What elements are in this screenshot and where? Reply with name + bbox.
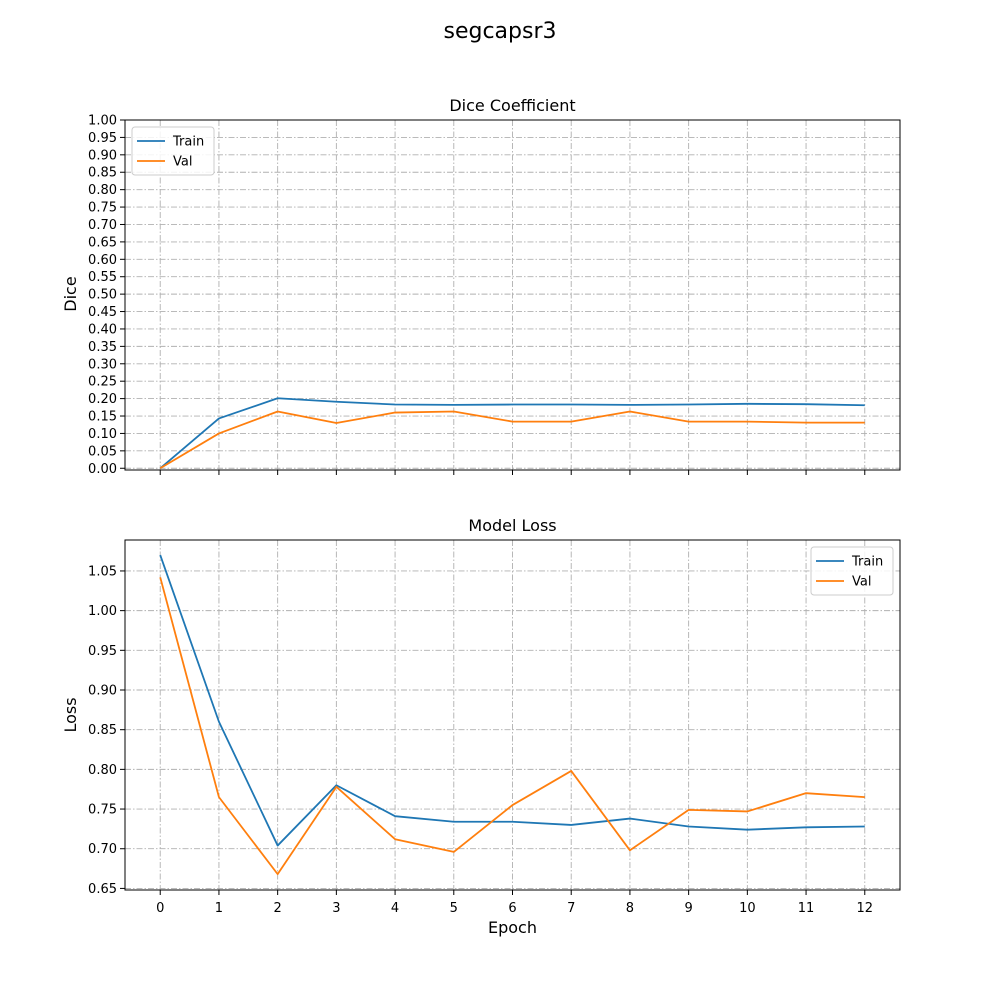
loss-axes: 0 1 2 3 4 5 6 7 8 9 10 11 120.650.700.750.800.850.90… xyxy=(88,539,901,916)
dice-y-tick-label: 0.85 xyxy=(88,166,117,181)
dice-legend-label-train: Train xyxy=(172,135,204,150)
loss-legend-label-train: Train xyxy=(851,555,883,570)
dice-y-tick-label: 0.80 xyxy=(88,183,117,198)
loss-y-tick-label: 0.85 xyxy=(88,723,117,738)
dice-series xyxy=(159,397,865,470)
dice-y-tick-label: 0.70 xyxy=(88,218,117,233)
loss-legend-box xyxy=(810,546,894,596)
loss-y-tick-label: 0.65 xyxy=(88,882,117,897)
dice-y-tick-label: 0.15 xyxy=(88,410,117,425)
loss-y-tick-label: 1.05 xyxy=(88,564,117,579)
dice-y-tick-label: 0.65 xyxy=(88,235,117,250)
dice-chart-title: Dice Coefficient xyxy=(449,96,575,115)
dice-y-tick-label: 1.00 xyxy=(88,114,117,129)
loss-series xyxy=(159,554,865,876)
loss-x-tick-label: 5 xyxy=(450,901,458,916)
loss-x-tick-label: 1 xyxy=(215,901,223,916)
loss-x-tick-label: 12 xyxy=(856,901,873,916)
dice-y-tick-label: 0.10 xyxy=(88,427,117,442)
figure-title: segcapsr3 xyxy=(443,19,556,44)
dice-y-tick-label: 0.45 xyxy=(88,305,117,320)
dice-grid xyxy=(125,119,900,470)
loss-legend: Train Val xyxy=(810,546,894,596)
dice-y-tick-label: 0.30 xyxy=(88,357,117,372)
loss-y-tick-label: 0.80 xyxy=(88,763,117,778)
dice-y-tick-label: 0.50 xyxy=(88,288,117,303)
dice-y-tick-label: 0.60 xyxy=(88,253,117,268)
loss-x-tick-label: 7 xyxy=(567,901,575,916)
loss-series-val-line xyxy=(159,577,865,876)
dice-legend-label-val: Val xyxy=(173,155,192,170)
loss-series-train-line xyxy=(159,554,865,847)
loss-x-tick-label: 8 xyxy=(626,901,634,916)
loss-x-tick-label: 11 xyxy=(798,901,815,916)
dice-legend-box xyxy=(131,126,215,176)
loss-y-axis-label: Loss xyxy=(61,697,80,732)
loss-y-tick-label: 1.00 xyxy=(88,604,117,619)
loss-chart: Model Loss Loss Epoch 0 1 2 3 4 5 6 7 8 9 10 11 120.… xyxy=(61,516,901,937)
dice-legend: Train Val xyxy=(131,126,215,176)
loss-x-axis-label: Epoch xyxy=(488,918,537,937)
dice-series-train-line xyxy=(159,397,865,469)
loss-grid xyxy=(125,540,900,890)
loss-y-tick-label: 0.90 xyxy=(88,684,117,699)
dice-chart: Dice Coefficient Dice 0.000.050.100.150.… xyxy=(61,96,901,477)
dice-series-val-line xyxy=(159,410,865,470)
loss-x-tick-label: 10 xyxy=(739,901,756,916)
loss-x-tick-label: 4 xyxy=(391,901,399,916)
dice-y-tick-label: 0.40 xyxy=(88,322,117,337)
dice-y-tick-label: 0.90 xyxy=(88,148,117,163)
loss-y-tick-label: 0.75 xyxy=(88,803,117,818)
loss-chart-title: Model Loss xyxy=(468,516,556,535)
loss-x-tick-label: 0 xyxy=(156,901,164,916)
loss-x-tick-label: 6 xyxy=(508,901,516,916)
loss-y-tick-label: 0.95 xyxy=(88,644,117,659)
loss-x-tick-label: 9 xyxy=(684,901,692,916)
loss-x-tick-label: 2 xyxy=(274,901,282,916)
loss-legend-label-val: Val xyxy=(852,575,871,590)
loss-plot-frame xyxy=(124,539,901,891)
dice-plot-frame xyxy=(124,119,901,471)
dice-y-tick-label: 0.00 xyxy=(88,462,117,477)
loss-y-tick-label: 0.70 xyxy=(88,842,117,857)
dice-y-tick-label: 0.75 xyxy=(88,201,117,216)
dice-y-tick-label: 0.20 xyxy=(88,392,117,407)
dice-y-tick-label: 0.95 xyxy=(88,131,117,146)
dice-y-tick-label: 0.25 xyxy=(88,375,117,390)
loss-x-tick-label: 3 xyxy=(332,901,340,916)
dice-axes: 0.00 0.05 0.10 0.15 0.20 0.25 0.30 0.35 0.40 0.45… xyxy=(88,114,901,477)
dice-y-axis-label: Dice xyxy=(61,276,80,311)
dice-y-tick-label: 0.35 xyxy=(88,340,117,355)
dice-y-tick-label: 0.05 xyxy=(88,444,117,459)
dice-y-tick-label: 0.55 xyxy=(88,270,117,285)
